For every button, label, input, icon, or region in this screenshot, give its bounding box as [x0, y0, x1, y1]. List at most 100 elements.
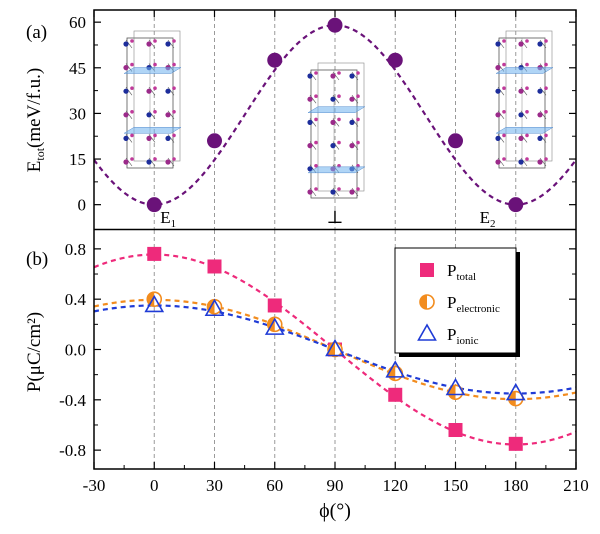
inset-atom — [307, 143, 313, 149]
inset-atom — [518, 159, 524, 165]
inset-atom — [330, 143, 336, 149]
inset-bond — [497, 157, 505, 167]
inset-atom — [123, 159, 129, 165]
marker-ionic — [505, 382, 526, 401]
inset-atom — [537, 135, 543, 141]
energy-point — [146, 197, 162, 213]
inset-atom — [307, 96, 313, 102]
inset-bond — [332, 187, 340, 197]
inset-atom — [544, 39, 548, 43]
inset-atom — [314, 71, 318, 75]
inset-bond — [332, 118, 340, 127]
inset-bond — [351, 141, 359, 150]
inset-bond — [148, 39, 156, 49]
marker-total — [448, 423, 463, 438]
inset-atom — [525, 86, 529, 90]
inset-atom — [537, 159, 543, 165]
legend-box — [394, 247, 517, 354]
plot-frame — [93, 9, 577, 470]
inset-atom — [495, 112, 501, 118]
energy-point — [387, 52, 403, 68]
inset-atom — [307, 166, 313, 172]
panel-b: 0.80.40.0-0.4-0.8 -30 0 30 60 90 120 150 180 210… — [24, 10, 589, 522]
x-tick-label: 120 — [383, 476, 409, 495]
y-tick-label-b: 0.4 — [65, 290, 87, 309]
legend: Ptotal Pelectronic Pionic — [394, 247, 520, 357]
inset-atom — [502, 86, 506, 90]
inset-atom — [165, 41, 171, 47]
inset-atom — [146, 88, 152, 94]
inset-atom — [153, 133, 157, 138]
inset-bond — [520, 134, 528, 143]
inset-bond — [520, 157, 528, 167]
inset-bond — [497, 87, 505, 96]
y-tick-label-a: 15 — [69, 150, 86, 169]
y-tick-label-a: 45 — [69, 59, 86, 78]
inset-atom — [356, 187, 360, 191]
legend-marker-electronic — [419, 294, 435, 310]
inset-atom — [495, 135, 501, 141]
x-tick-label: -30 — [83, 476, 106, 495]
inset-atom — [495, 41, 501, 47]
inset-bond — [520, 110, 528, 119]
inset-atom — [314, 164, 318, 168]
inset-atom — [544, 110, 548, 114]
marker-total — [388, 387, 403, 402]
y-tick-label-a: 60 — [69, 13, 86, 32]
inset-bond — [167, 157, 175, 167]
inset-bond — [520, 87, 528, 96]
inset-plane — [307, 166, 366, 174]
legend-marker-ionic — [417, 323, 437, 341]
inset-atom — [172, 157, 176, 161]
inset-atom — [349, 73, 355, 79]
inset-atom — [537, 88, 543, 94]
inset-atom — [130, 157, 134, 161]
inset-atom — [349, 189, 355, 195]
marker-half-fill — [420, 295, 427, 309]
inset-atom — [307, 189, 313, 195]
inset-atom — [172, 39, 176, 43]
x-tick-label: 210 — [563, 476, 589, 495]
inset-cell-back — [317, 62, 365, 192]
inset-atom — [330, 189, 336, 195]
inset-bond — [497, 39, 505, 49]
inset-atom — [518, 112, 524, 118]
inset-atom — [130, 133, 134, 138]
inset-plane — [123, 67, 182, 74]
crystal-inset — [123, 30, 182, 169]
inset-bond — [148, 134, 156, 143]
inset-plane — [495, 127, 554, 134]
inset-atom — [495, 88, 501, 94]
inset-atom — [537, 112, 543, 118]
marker-ionic — [264, 317, 285, 335]
inset-atom — [146, 112, 152, 118]
y-tick-label-b: -0.4 — [59, 391, 86, 410]
legend-marker-total — [420, 263, 434, 277]
polarization-markers — [144, 246, 526, 451]
inset-atom — [314, 117, 318, 122]
x-tick-label: 90 — [327, 476, 344, 495]
inset-atom — [130, 86, 134, 90]
marker-total — [147, 246, 162, 261]
annotation-e1: E1 — [160, 208, 176, 230]
x-tick-label: 0 — [150, 476, 159, 495]
fit-curve-electronic — [94, 298, 576, 401]
inset-plane — [123, 127, 182, 134]
x-axis-label: ϕ(°) — [319, 500, 351, 522]
marker-ionic — [144, 294, 165, 313]
inset-atom — [146, 135, 152, 141]
inset-bond — [167, 87, 175, 96]
inset-atom — [314, 140, 318, 145]
inset-atom — [544, 86, 548, 90]
inset-atom — [146, 41, 152, 47]
inset-atom — [172, 133, 176, 138]
energy-point — [448, 133, 463, 149]
inset-bond — [309, 141, 317, 150]
inset-atom — [495, 159, 501, 165]
inset-atom — [123, 112, 129, 118]
inset-atom — [123, 135, 129, 141]
inset-atom — [314, 94, 318, 98]
inset-atom — [525, 157, 529, 161]
inset-atom — [518, 88, 524, 94]
inset-atom — [165, 88, 171, 94]
